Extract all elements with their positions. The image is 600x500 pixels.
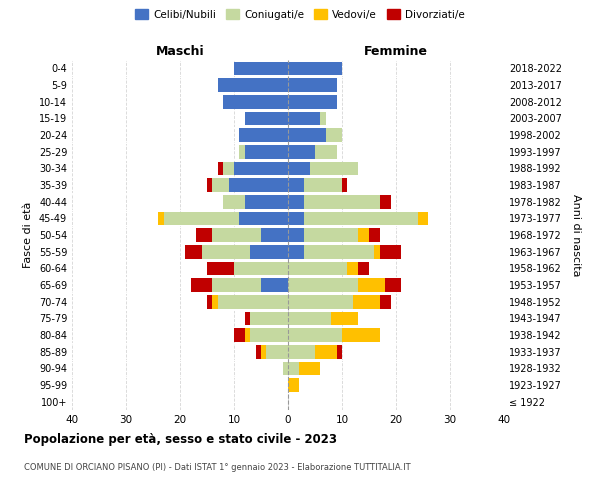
Bar bbox=[288, 195, 304, 208]
Bar bbox=[229, 178, 288, 192]
Bar bbox=[245, 328, 250, 342]
Bar bbox=[304, 228, 358, 242]
Bar bbox=[245, 145, 288, 158]
Bar bbox=[234, 262, 288, 275]
Bar bbox=[261, 345, 266, 358]
Bar bbox=[212, 178, 229, 192]
Bar bbox=[288, 245, 304, 258]
Bar bbox=[288, 345, 315, 358]
Bar bbox=[288, 162, 310, 175]
Bar bbox=[288, 212, 304, 225]
Bar bbox=[288, 328, 342, 342]
Bar bbox=[207, 178, 212, 192]
Bar bbox=[288, 262, 347, 275]
Bar bbox=[358, 262, 369, 275]
Bar bbox=[353, 295, 380, 308]
Bar bbox=[218, 295, 288, 308]
Bar bbox=[304, 195, 380, 208]
Bar bbox=[185, 245, 202, 258]
Bar bbox=[358, 228, 369, 242]
Bar bbox=[380, 195, 391, 208]
Bar bbox=[304, 178, 342, 192]
Bar bbox=[342, 328, 380, 342]
Y-axis label: Anni di nascita: Anni di nascita bbox=[571, 194, 581, 276]
Bar bbox=[218, 162, 223, 175]
Bar bbox=[369, 228, 380, 242]
Bar bbox=[218, 78, 288, 92]
Bar bbox=[288, 145, 315, 158]
Bar bbox=[261, 278, 288, 292]
Bar bbox=[347, 262, 358, 275]
Bar bbox=[234, 328, 245, 342]
Bar bbox=[320, 112, 326, 125]
Bar bbox=[212, 295, 218, 308]
Bar bbox=[288, 312, 331, 325]
Bar bbox=[288, 228, 304, 242]
Bar bbox=[288, 78, 337, 92]
Bar bbox=[245, 312, 250, 325]
Bar bbox=[239, 145, 245, 158]
Bar bbox=[288, 128, 326, 142]
Bar bbox=[266, 345, 288, 358]
Bar bbox=[288, 95, 337, 108]
Bar bbox=[212, 278, 261, 292]
Bar bbox=[288, 378, 299, 392]
Y-axis label: Fasce di età: Fasce di età bbox=[23, 202, 33, 268]
Bar bbox=[207, 295, 212, 308]
Bar bbox=[288, 62, 342, 75]
Text: Femmine: Femmine bbox=[364, 44, 428, 58]
Bar bbox=[342, 178, 347, 192]
Bar bbox=[337, 345, 342, 358]
Text: COMUNE DI ORCIANO PISANO (PI) - Dati ISTAT 1° gennaio 2023 - Elaborazione TUTTIT: COMUNE DI ORCIANO PISANO (PI) - Dati IST… bbox=[24, 462, 410, 471]
Bar bbox=[288, 362, 299, 375]
Bar bbox=[212, 228, 261, 242]
Bar bbox=[380, 245, 401, 258]
Bar bbox=[299, 362, 320, 375]
Bar bbox=[310, 162, 358, 175]
Legend: Celibi/Nubili, Coniugati/e, Vedovi/e, Divorziati/e: Celibi/Nubili, Coniugati/e, Vedovi/e, Di… bbox=[131, 5, 469, 24]
Text: Maschi: Maschi bbox=[155, 44, 205, 58]
Bar bbox=[158, 212, 164, 225]
Bar bbox=[288, 295, 353, 308]
Bar bbox=[288, 178, 304, 192]
Bar bbox=[239, 128, 288, 142]
Bar bbox=[326, 128, 342, 142]
Bar bbox=[380, 295, 391, 308]
Bar bbox=[202, 245, 250, 258]
Bar bbox=[245, 112, 288, 125]
Bar bbox=[315, 345, 337, 358]
Bar bbox=[331, 312, 358, 325]
Bar bbox=[164, 212, 239, 225]
Bar bbox=[250, 312, 288, 325]
Bar bbox=[304, 212, 418, 225]
Bar bbox=[234, 62, 288, 75]
Bar bbox=[234, 162, 288, 175]
Bar bbox=[250, 328, 288, 342]
Bar bbox=[256, 345, 261, 358]
Bar bbox=[250, 245, 288, 258]
Bar bbox=[239, 212, 288, 225]
Bar bbox=[191, 278, 212, 292]
Bar bbox=[283, 362, 288, 375]
Bar bbox=[304, 245, 374, 258]
Text: Popolazione per età, sesso e stato civile - 2023: Popolazione per età, sesso e stato civil… bbox=[24, 432, 337, 446]
Bar bbox=[223, 195, 245, 208]
Bar bbox=[315, 145, 337, 158]
Bar bbox=[207, 262, 234, 275]
Bar bbox=[245, 195, 288, 208]
Bar bbox=[223, 95, 288, 108]
Bar bbox=[374, 245, 380, 258]
Bar bbox=[261, 228, 288, 242]
Bar bbox=[288, 278, 358, 292]
Bar bbox=[288, 112, 320, 125]
Bar bbox=[196, 228, 212, 242]
Bar bbox=[358, 278, 385, 292]
Bar bbox=[385, 278, 401, 292]
Bar bbox=[223, 162, 234, 175]
Bar bbox=[418, 212, 428, 225]
